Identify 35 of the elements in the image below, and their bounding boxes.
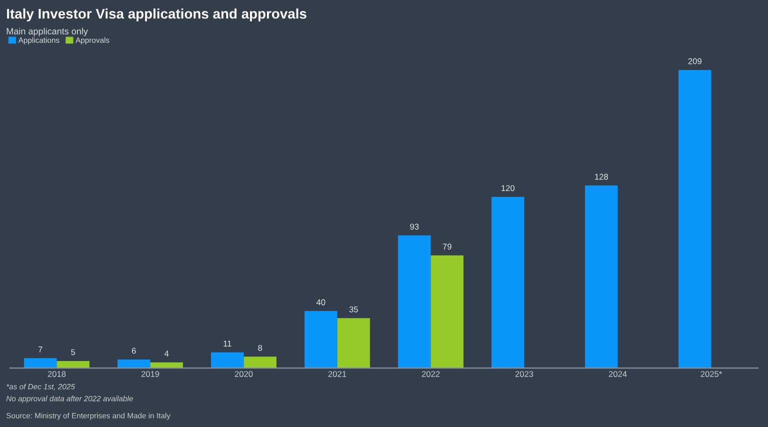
chart-subtitle: Main applicants only <box>6 28 88 36</box>
x-tick-label: 2023 <box>515 371 534 377</box>
data-label: 35 <box>349 306 358 312</box>
bar <box>430 255 464 368</box>
data-label: 79 <box>442 244 452 250</box>
bar <box>337 318 370 368</box>
data-label: 40 <box>316 299 326 306</box>
chart-title: Italy Investor Visa applications and approvals <box>7 8 306 22</box>
bar <box>304 311 338 368</box>
bar <box>585 186 618 368</box>
data-label: 6 <box>132 348 136 354</box>
data-label: 4 <box>164 350 169 356</box>
data-label: 209 <box>688 58 702 64</box>
data-label: 5 <box>71 349 76 356</box>
bar <box>244 356 276 368</box>
bar <box>678 70 712 368</box>
bar <box>211 352 244 368</box>
x-tick-label: 2025* <box>700 371 722 377</box>
data-label: 128 <box>595 174 608 180</box>
x-tick-label: 2022 <box>422 371 440 377</box>
x-tick-label: 2020 <box>234 371 253 377</box>
bar <box>56 360 90 368</box>
bar <box>118 360 150 368</box>
bar <box>492 196 524 368</box>
bar <box>398 235 431 368</box>
x-tick-label: 2024 <box>608 371 627 377</box>
data-label: 11 <box>224 340 232 346</box>
data-label: 93 <box>410 224 419 230</box>
data-label: 120 <box>502 185 515 192</box>
x-tick-label: 2018 <box>48 371 66 377</box>
data-label: 7 <box>38 346 42 352</box>
x-tick-label: 2021 <box>328 371 346 377</box>
x-tick-label: 2019 <box>141 371 160 377</box>
bar <box>24 358 57 368</box>
data-label: 8 <box>258 344 262 351</box>
